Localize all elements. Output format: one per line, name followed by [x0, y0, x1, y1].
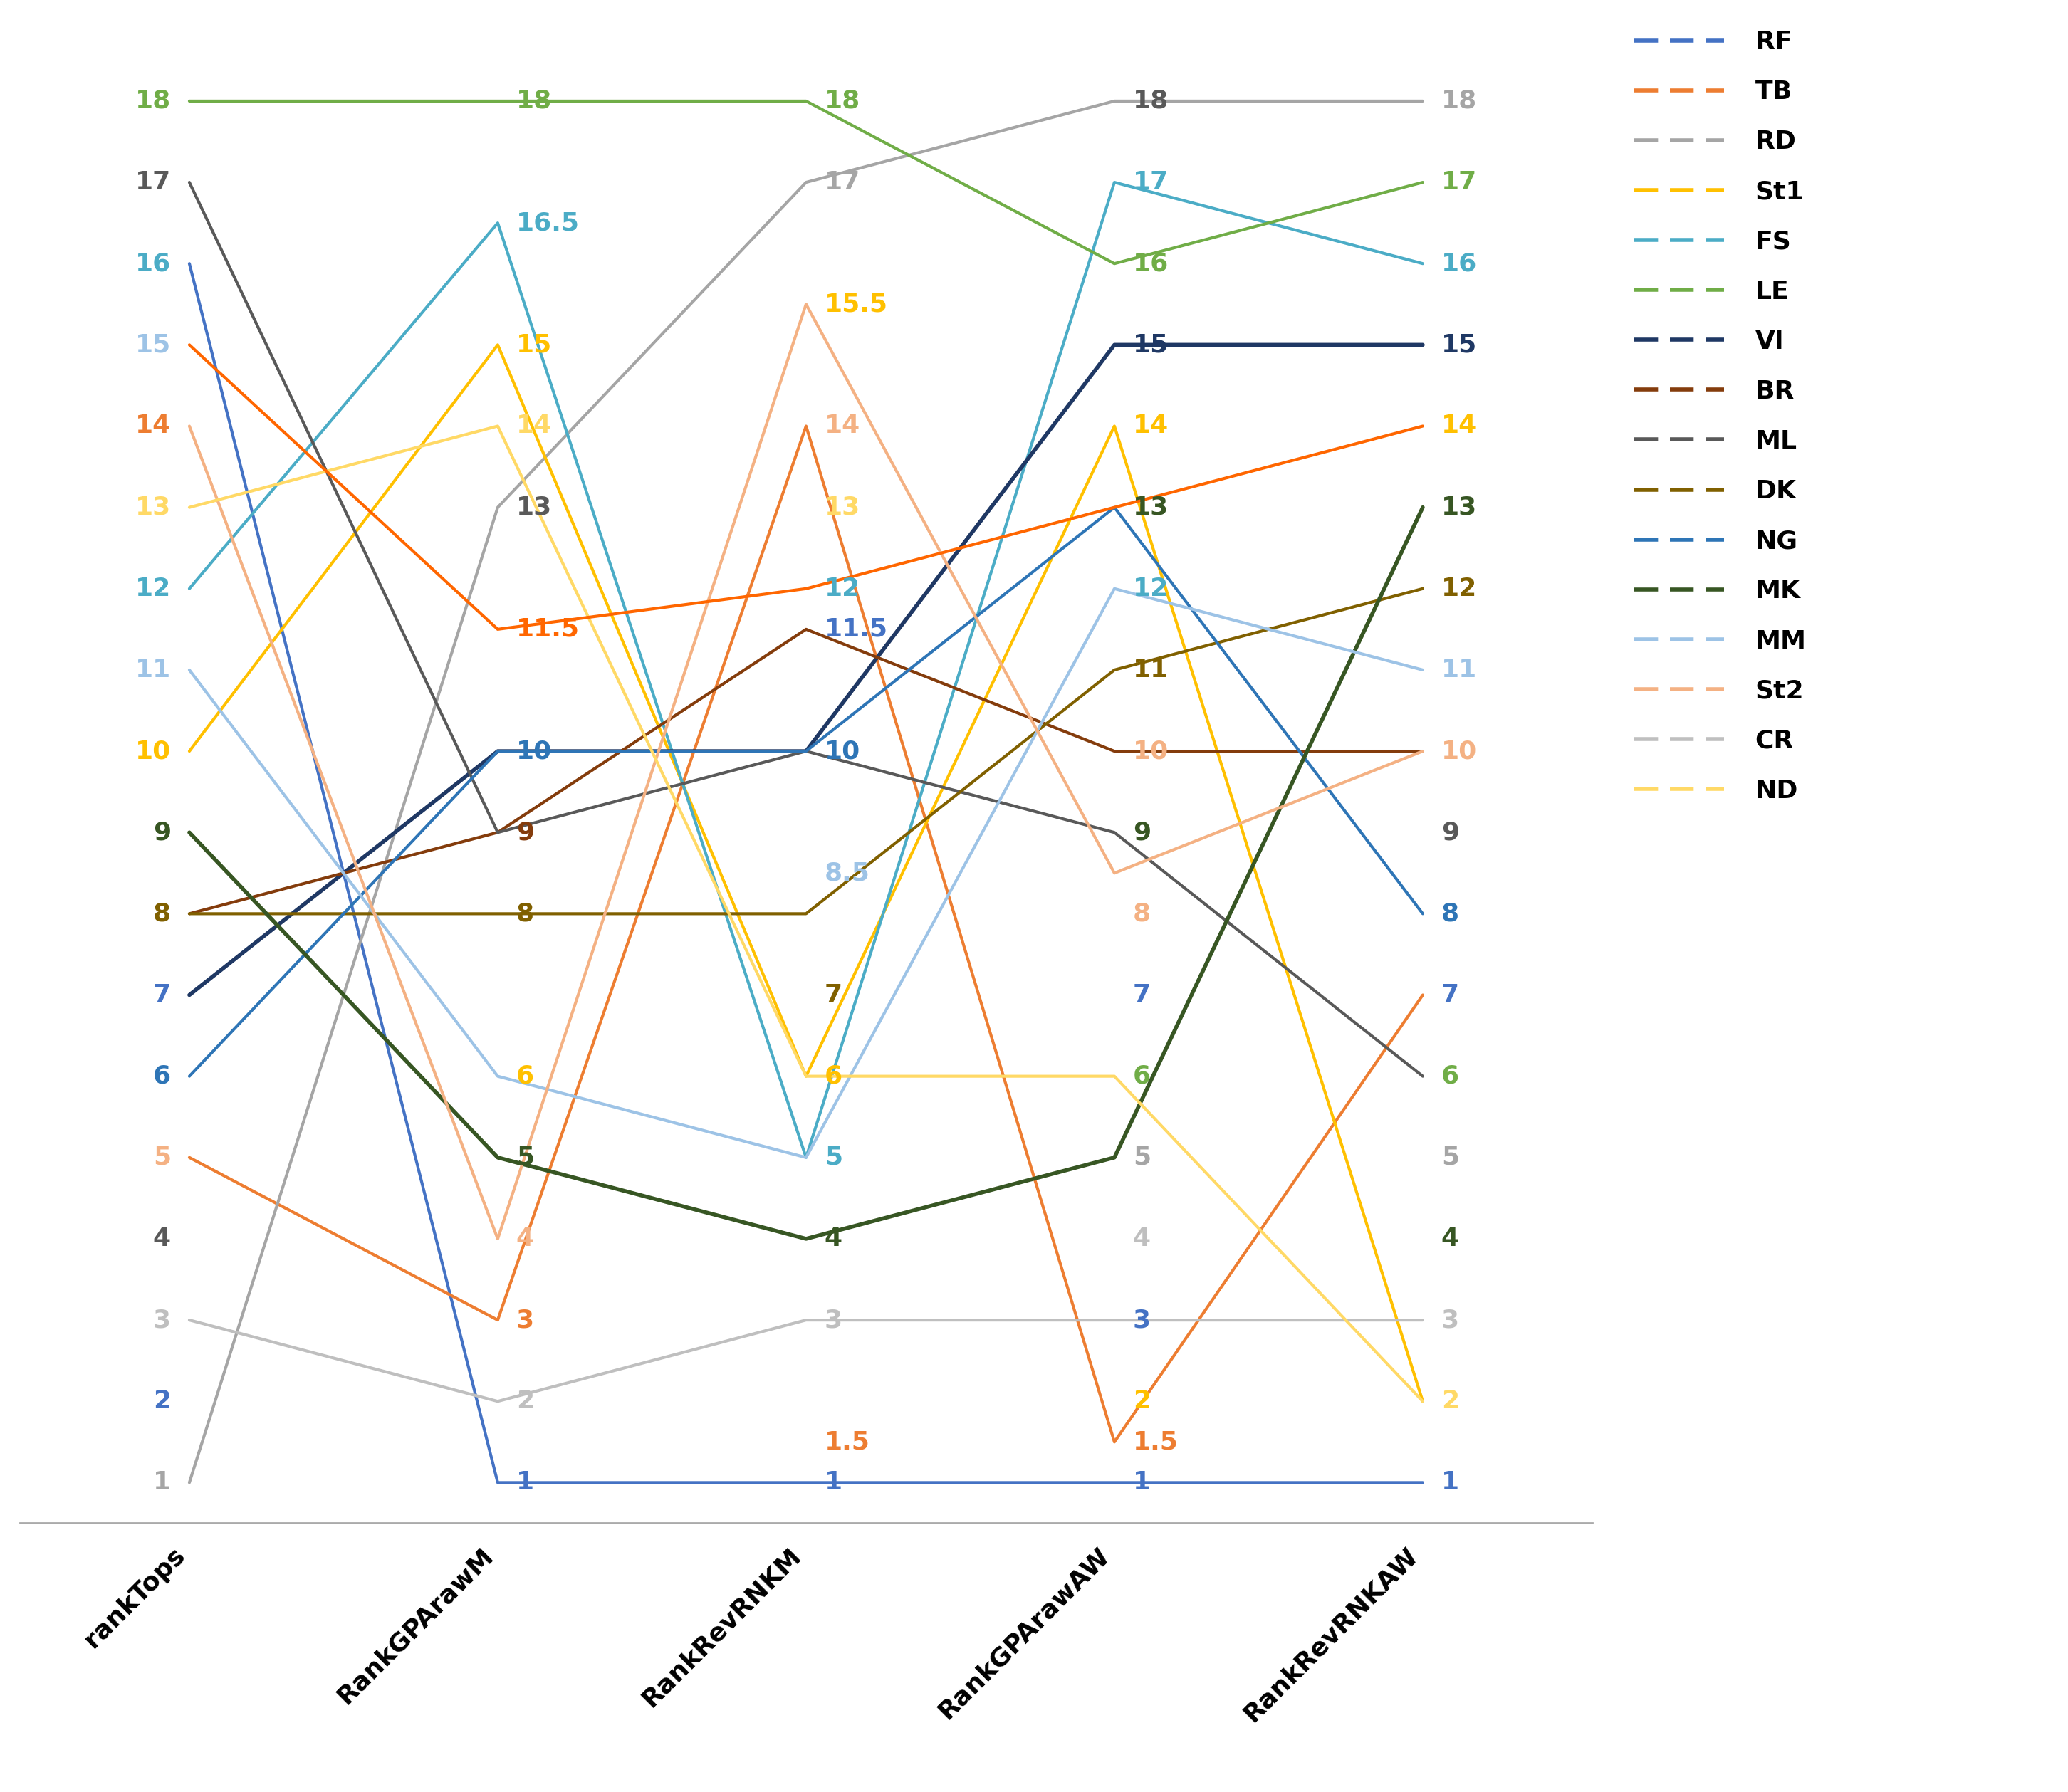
- Text: 14: 14: [825, 414, 860, 439]
- Text: 11: 11: [1441, 658, 1477, 683]
- Text: 5: 5: [153, 1145, 172, 1170]
- Text: 9: 9: [1441, 821, 1460, 844]
- Text: 1: 1: [153, 1471, 172, 1495]
- Text: 5: 5: [1133, 1145, 1150, 1170]
- Text: 7: 7: [1441, 982, 1460, 1007]
- Text: 15: 15: [134, 333, 172, 357]
- Text: 4: 4: [1133, 1228, 1150, 1251]
- Text: 8: 8: [517, 901, 534, 926]
- Text: 8: 8: [1133, 901, 1150, 926]
- Text: 7: 7: [1133, 982, 1150, 1007]
- Text: 1: 1: [517, 1471, 534, 1495]
- Text: 10: 10: [825, 738, 860, 763]
- Text: 5: 5: [825, 1145, 842, 1170]
- Text: 11.5: 11.5: [825, 616, 887, 642]
- Text: 4: 4: [517, 1228, 534, 1251]
- Text: 2: 2: [1133, 1389, 1150, 1414]
- Text: 15.5: 15.5: [825, 292, 887, 317]
- Text: 6: 6: [517, 1064, 534, 1088]
- Text: 14: 14: [134, 414, 172, 439]
- Text: 18: 18: [825, 90, 860, 113]
- Text: 17: 17: [1133, 170, 1168, 194]
- Text: 3: 3: [1133, 1308, 1150, 1331]
- Text: 11: 11: [1133, 658, 1168, 683]
- Text: 10: 10: [1441, 738, 1477, 763]
- Text: 8: 8: [1441, 901, 1460, 926]
- Text: 3: 3: [825, 1308, 842, 1331]
- Text: 16.5: 16.5: [517, 211, 579, 235]
- Text: 6: 6: [1441, 1064, 1460, 1088]
- Text: 2: 2: [517, 1389, 534, 1414]
- Text: 12: 12: [134, 577, 172, 600]
- Text: 7: 7: [153, 982, 172, 1007]
- Text: 17: 17: [1441, 170, 1477, 194]
- Text: 17: 17: [134, 170, 172, 194]
- Text: 18: 18: [1133, 90, 1168, 113]
- Text: 11: 11: [134, 658, 172, 683]
- Text: 2: 2: [153, 1389, 172, 1414]
- Text: 9: 9: [1133, 821, 1152, 844]
- Text: 15: 15: [517, 333, 552, 357]
- Text: 7: 7: [825, 982, 842, 1007]
- Text: 4: 4: [153, 1228, 172, 1251]
- Text: 8.5: 8.5: [825, 860, 871, 885]
- Text: 8: 8: [153, 901, 172, 926]
- Text: 1: 1: [1133, 1471, 1150, 1495]
- Text: 13: 13: [517, 495, 552, 520]
- Text: 1: 1: [1441, 1471, 1460, 1495]
- Text: 10: 10: [134, 738, 172, 763]
- Text: 12: 12: [1133, 577, 1168, 600]
- Text: 15: 15: [1441, 333, 1477, 357]
- Text: 16: 16: [1441, 251, 1477, 276]
- Text: 1: 1: [825, 1471, 842, 1495]
- Text: 13: 13: [134, 495, 172, 520]
- Text: 9: 9: [517, 821, 534, 844]
- Text: 16: 16: [134, 251, 172, 276]
- Text: 4: 4: [825, 1228, 842, 1251]
- Text: 5: 5: [1441, 1145, 1460, 1170]
- Text: 6: 6: [1133, 1064, 1150, 1088]
- Text: 4: 4: [1441, 1228, 1460, 1251]
- Text: 18: 18: [517, 90, 552, 113]
- Text: 14: 14: [1133, 414, 1168, 439]
- Text: 6: 6: [825, 1064, 842, 1088]
- Text: 17: 17: [825, 170, 860, 194]
- Text: 13: 13: [825, 495, 860, 520]
- Text: 18: 18: [1441, 90, 1477, 113]
- Text: 1.5: 1.5: [1133, 1430, 1179, 1453]
- Text: 2: 2: [1441, 1389, 1460, 1414]
- Text: 14: 14: [517, 414, 552, 439]
- Text: 1.5: 1.5: [825, 1430, 871, 1453]
- Text: 14: 14: [1441, 414, 1477, 439]
- Text: 3: 3: [153, 1308, 172, 1331]
- Text: 9: 9: [153, 821, 172, 844]
- Text: 12: 12: [825, 577, 860, 600]
- Text: 13: 13: [1441, 495, 1477, 520]
- Text: 3: 3: [1441, 1308, 1460, 1331]
- Text: 18: 18: [134, 90, 172, 113]
- Text: 16: 16: [1133, 251, 1168, 276]
- Legend: RF, TB, RD, St1, FS, LE, Vl, BR, ML, DK, NG, MK, MM, St2, CR, ND: RF, TB, RD, St1, FS, LE, Vl, BR, ML, DK,…: [1623, 20, 1816, 814]
- Text: 11.5: 11.5: [517, 616, 579, 642]
- Text: 10: 10: [517, 738, 552, 763]
- Text: 12: 12: [1441, 577, 1477, 600]
- Text: 10: 10: [1133, 738, 1168, 763]
- Text: 6: 6: [153, 1064, 172, 1088]
- Text: 3: 3: [517, 1308, 534, 1331]
- Text: 13: 13: [1133, 495, 1168, 520]
- Text: 15: 15: [1133, 333, 1168, 357]
- Text: 5: 5: [517, 1145, 534, 1170]
